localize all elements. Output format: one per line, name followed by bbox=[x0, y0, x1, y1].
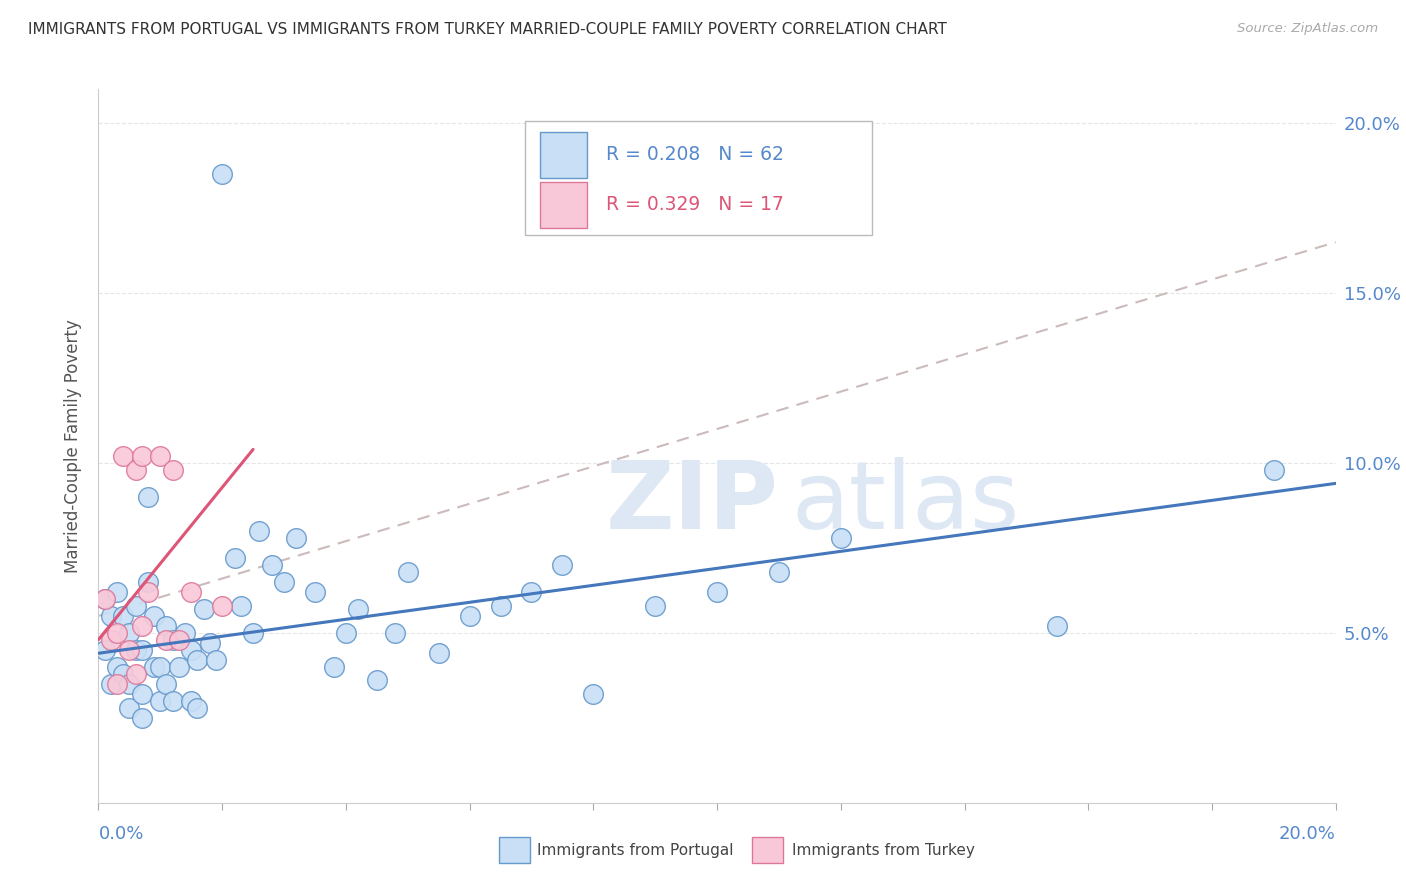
Text: 20.0%: 20.0% bbox=[1279, 825, 1336, 843]
Point bbox=[93, 591, 115, 606]
Point bbox=[180, 694, 202, 708]
Point bbox=[520, 585, 543, 599]
Text: 0.0%: 0.0% bbox=[98, 825, 143, 843]
Point bbox=[136, 585, 159, 599]
Point bbox=[322, 660, 344, 674]
Point bbox=[304, 585, 326, 599]
Text: Immigrants from Turkey: Immigrants from Turkey bbox=[792, 843, 974, 857]
Point bbox=[384, 626, 406, 640]
Point bbox=[193, 602, 215, 616]
Point bbox=[93, 643, 115, 657]
Point bbox=[427, 646, 450, 660]
Point bbox=[112, 449, 135, 463]
Point bbox=[644, 599, 666, 613]
Point bbox=[155, 632, 177, 647]
Point bbox=[198, 636, 221, 650]
Point bbox=[131, 687, 153, 701]
Point bbox=[229, 599, 252, 613]
Point bbox=[830, 531, 852, 545]
Point bbox=[118, 700, 141, 714]
Point bbox=[93, 591, 115, 606]
Point bbox=[768, 565, 790, 579]
Point bbox=[186, 700, 208, 714]
Point bbox=[174, 626, 197, 640]
Point bbox=[260, 558, 283, 572]
Point bbox=[706, 585, 728, 599]
Text: ZIP: ZIP bbox=[606, 457, 779, 549]
Point bbox=[124, 599, 146, 613]
Point bbox=[582, 687, 605, 701]
Point bbox=[242, 626, 264, 640]
Point bbox=[247, 524, 270, 538]
Text: IMMIGRANTS FROM PORTUGAL VS IMMIGRANTS FROM TURKEY MARRIED-COUPLE FAMILY POVERTY: IMMIGRANTS FROM PORTUGAL VS IMMIGRANTS F… bbox=[28, 22, 948, 37]
Point bbox=[143, 608, 166, 623]
Point bbox=[205, 653, 228, 667]
Text: R = 0.329   N = 17: R = 0.329 N = 17 bbox=[606, 195, 783, 214]
Point bbox=[396, 565, 419, 579]
Point bbox=[131, 449, 153, 463]
Point bbox=[224, 551, 246, 566]
Point bbox=[100, 677, 122, 691]
Point bbox=[162, 694, 184, 708]
Point bbox=[273, 574, 295, 589]
Point bbox=[124, 463, 146, 477]
Y-axis label: Married-Couple Family Poverty: Married-Couple Family Poverty bbox=[65, 319, 83, 573]
Point bbox=[112, 666, 135, 681]
Point bbox=[458, 608, 481, 623]
Point bbox=[211, 167, 233, 181]
Point bbox=[112, 608, 135, 623]
Point bbox=[136, 574, 159, 589]
Point bbox=[149, 694, 172, 708]
Point bbox=[136, 490, 159, 504]
Point bbox=[180, 585, 202, 599]
Point bbox=[118, 677, 141, 691]
Text: atlas: atlas bbox=[792, 457, 1019, 549]
Point bbox=[211, 599, 233, 613]
Point bbox=[118, 643, 141, 657]
FancyBboxPatch shape bbox=[540, 132, 588, 178]
Point bbox=[347, 602, 370, 616]
Point bbox=[155, 677, 177, 691]
Point bbox=[167, 660, 190, 674]
Point bbox=[180, 643, 202, 657]
Point bbox=[105, 660, 128, 674]
Point bbox=[100, 608, 122, 623]
FancyBboxPatch shape bbox=[526, 121, 872, 235]
Point bbox=[489, 599, 512, 613]
Point bbox=[118, 626, 141, 640]
Point bbox=[100, 632, 122, 647]
Point bbox=[155, 619, 177, 633]
Point bbox=[105, 677, 128, 691]
Point bbox=[149, 449, 172, 463]
Point bbox=[131, 619, 153, 633]
FancyBboxPatch shape bbox=[540, 182, 588, 228]
Text: Immigrants from Portugal: Immigrants from Portugal bbox=[537, 843, 734, 857]
Text: Source: ZipAtlas.com: Source: ZipAtlas.com bbox=[1237, 22, 1378, 36]
Point bbox=[1046, 619, 1069, 633]
Point bbox=[131, 711, 153, 725]
Point bbox=[551, 558, 574, 572]
Point bbox=[1263, 463, 1285, 477]
Text: R = 0.208   N = 62: R = 0.208 N = 62 bbox=[606, 145, 783, 164]
Point bbox=[366, 673, 388, 688]
Point bbox=[167, 632, 190, 647]
Point bbox=[105, 626, 128, 640]
Point bbox=[124, 666, 146, 681]
Point bbox=[162, 632, 184, 647]
Point bbox=[105, 585, 128, 599]
Point bbox=[149, 660, 172, 674]
Point bbox=[124, 643, 146, 657]
Point bbox=[335, 626, 357, 640]
Point bbox=[143, 660, 166, 674]
Point bbox=[285, 531, 308, 545]
Point bbox=[186, 653, 208, 667]
Point bbox=[162, 463, 184, 477]
Point bbox=[131, 643, 153, 657]
